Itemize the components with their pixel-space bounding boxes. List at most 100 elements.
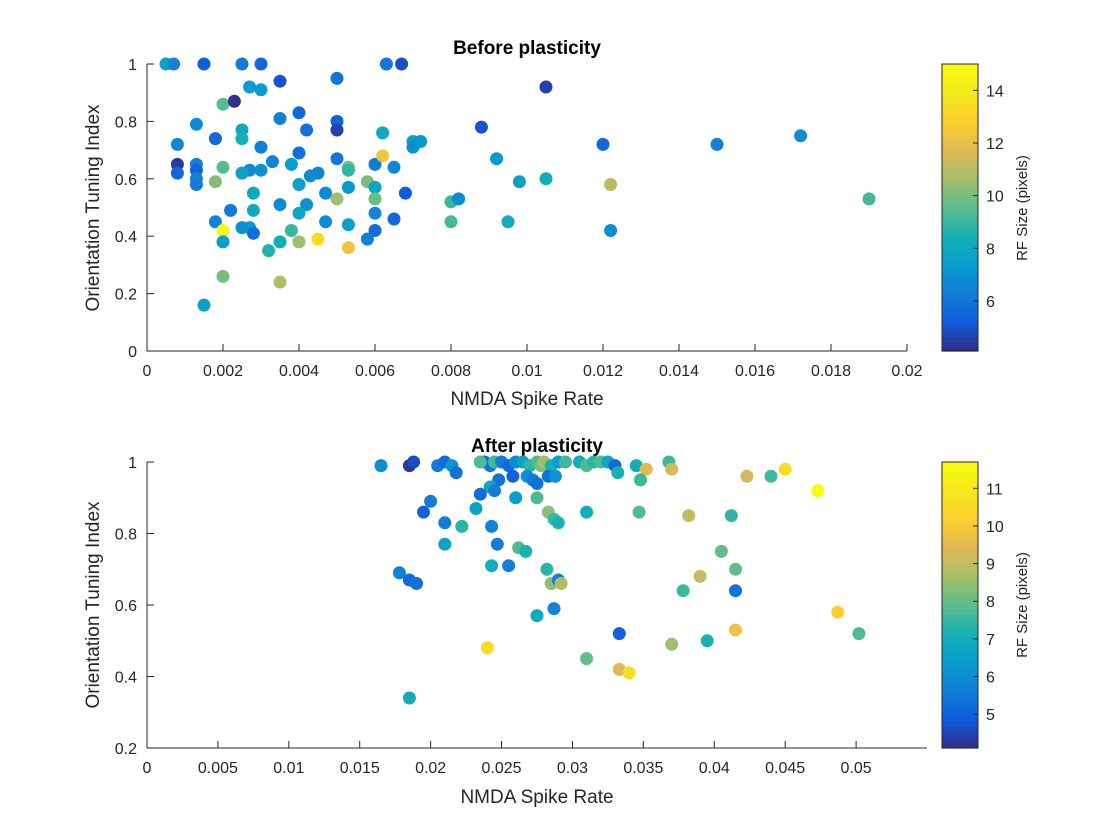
colorbar-band [942,694,978,700]
scatter-point [395,57,409,71]
scatter-point [519,544,533,558]
colorbar-band [942,689,978,695]
scatter-point [580,505,594,519]
x-tick-label: 0.004 [279,363,319,380]
colorbar-band [942,274,978,280]
x-tick-label: 0.01 [273,760,304,777]
scatter-point [794,129,808,143]
colorbar-band [942,185,978,191]
colorbar-band [942,90,978,96]
scatter-point [729,562,742,576]
x-tick-label: 0.04 [699,760,730,777]
colorbar-tick-label: 12 [986,136,1004,153]
colorbar-band [942,506,978,512]
colorbar-band [942,703,978,709]
colorbar-band [942,658,978,664]
scatter-point [714,544,728,558]
colorbar-band [942,194,978,200]
colorbar-band [942,649,978,655]
colorbar-band [942,216,978,222]
scatter-point [862,192,876,206]
colorbar-tick-label: 14 [986,83,1004,100]
colorbar-band [942,211,978,218]
scatter-point [473,455,487,469]
scatter-point [512,175,526,189]
colorbar-band [942,220,978,227]
scatter-point [410,577,423,590]
scatter-point [368,206,382,220]
y-tick-label: 0.8 [115,527,137,544]
scatter-point [292,235,306,249]
colorbar: 5 6 7 8 9 10 11 [941,461,1004,749]
scatter-point [341,218,355,232]
before-plasticity-chart: Before plasticity 0 0.002 0.004 0.006 0.008 0… [83,38,1031,410]
colorbar-band [942,306,978,312]
colorbar-band [942,346,978,352]
colorbar-band [942,342,978,348]
colorbar-band [942,288,978,294]
x-tick-label: 0.045 [765,760,805,777]
colorbar-band [942,470,978,477]
scatter-point [387,212,401,226]
colorbar-band [942,511,978,517]
y-tick-label: 1 [128,57,137,74]
scatter-point [379,57,393,71]
scatter-point [273,74,287,88]
scatter-point [665,637,679,651]
colorbar-band [942,265,978,271]
scatter-point [492,473,506,487]
colorbar-band [942,551,978,557]
scatter-point [539,80,553,94]
scatter-point [273,275,287,289]
colorbar-band [942,618,978,624]
colorbar-band [942,680,978,687]
scatter-point [303,169,317,183]
scatter-point [506,469,520,483]
scatter-point [406,140,420,154]
scatter-point [558,455,572,469]
scatter-point [490,537,504,551]
scatter-point [387,160,401,174]
colorbar-band [942,247,978,253]
colorbar-band [942,569,978,575]
y-tick-label: 0.4 [115,670,137,687]
scatter-point [417,505,430,519]
scatter-point [392,566,406,580]
scatter-point [612,662,626,676]
scatter-point [682,509,696,523]
colorbar-band [942,319,978,325]
scatter-point [208,215,222,229]
colorbar-band [942,113,978,119]
colorbar-band [942,739,978,745]
colorbar-band [942,493,978,499]
y-tick-label: 0.6 [115,598,137,615]
axes: 0 0.002 0.004 0.006 0.008 0.01 0.012 0.014 0.016… [115,57,923,380]
colorbar-band [942,180,978,186]
colorbar-band [942,252,978,258]
colorbar-band [942,667,978,673]
scatter-point [438,516,452,530]
colorbar-band [942,685,978,691]
scatter-point [402,691,416,705]
colorbar-band [942,484,978,490]
colorbar-band [942,676,978,682]
colorbar-band [942,631,978,637]
scatter-point [778,462,792,476]
colorbar-band [942,587,978,593]
scatter-point [612,627,626,641]
scatter-point [284,224,298,237]
scatter-point [292,146,306,160]
colorbar-band [942,301,978,307]
scatter-point [604,178,618,191]
colorbar-tick-label: 7 [986,632,995,649]
scatter-point [227,94,241,108]
colorbar-tick-label: 6 [986,294,995,311]
colorbar-band [942,126,978,132]
scatter-point [208,175,222,189]
scatter-point [224,203,238,217]
colorbar-band [942,497,978,503]
y-tick-label: 0.2 [115,741,137,758]
scatter-point [330,71,344,85]
colorbar-band [942,743,978,749]
